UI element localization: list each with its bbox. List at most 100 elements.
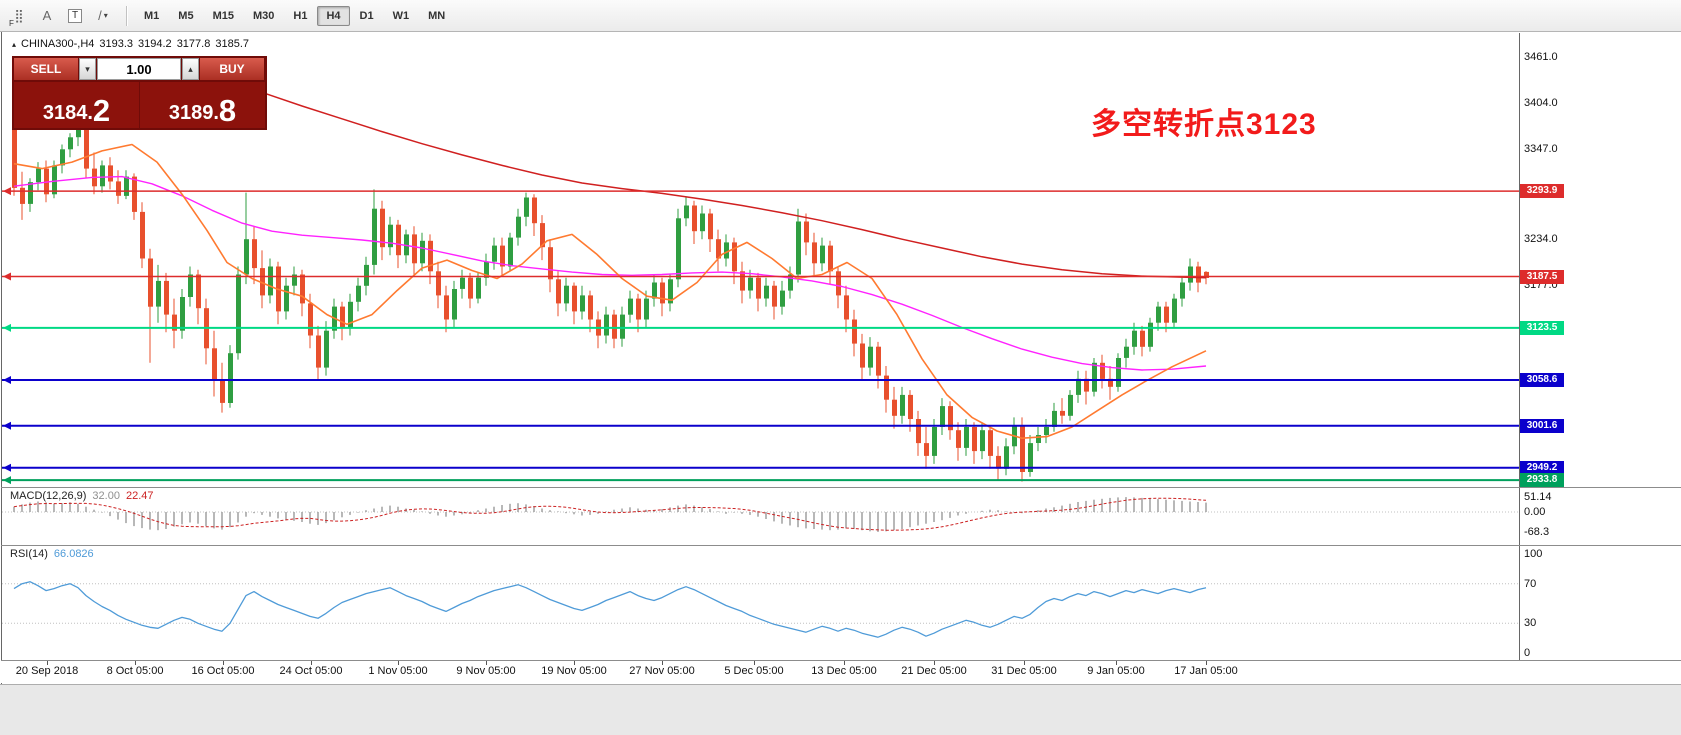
line-style-icon[interactable]: / ▾ [98, 8, 108, 23]
time-axis-tick [1206, 661, 1207, 665]
sell-price[interactable]: 3184. 2 [14, 82, 139, 128]
time-axis-label: 8 Oct 05:00 [106, 665, 164, 677]
macd-signal-value: 22.47 [125, 490, 154, 502]
macd-signal-line [13, 497, 1207, 531]
time-axis-tick [574, 661, 575, 665]
low-value: 3177.8 [176, 38, 211, 50]
time-axis-label: 9 Jan 05:00 [1087, 665, 1145, 677]
price-axis-label: 3347.0 [1524, 142, 1558, 155]
dots-grid-icon-sub-label: F [9, 18, 14, 28]
time-axis-tick [844, 661, 845, 665]
open-value: 3193.3 [99, 38, 134, 50]
time-axis-tick [662, 661, 663, 665]
rsi-indicator-canvas[interactable] [2, 546, 1519, 660]
panel-separator [1, 545, 1681, 546]
time-axis-label: 13 Dec 05:00 [811, 665, 877, 677]
price-line-badge: 2933.8 [1520, 473, 1564, 488]
time-axis-tick [754, 661, 755, 665]
candlestick-chart-canvas[interactable] [2, 33, 1519, 487]
toolbar-icon-group: ⣿ F A T / ▾ [6, 4, 118, 28]
price-line-badge: 3001.6 [1520, 418, 1564, 433]
timeframe-button-m5[interactable]: M5 [178, 9, 194, 22]
time-axis-label: 27 Nov 05:00 [629, 665, 695, 677]
time-axis [0, 661, 1681, 683]
rsi-name: RSI(14) [10, 548, 48, 560]
price-axis-label: 3234.0 [1524, 233, 1558, 246]
timeframe-button-m1[interactable]: M1 [144, 9, 160, 22]
price-line-badge: 3293.9 [1520, 184, 1564, 199]
symbol-label: CHINA300-,H4 [21, 38, 95, 50]
trade-prices-row: 3184. 2 3189. 8 [14, 82, 265, 128]
panel-separator [1, 487, 1681, 488]
timeframe-button-group: M1 M5 M15 M30 H1 H4 D1 W1 MN [135, 5, 455, 26]
rsi-axis-label: 0 [1524, 647, 1531, 659]
price-axis-label: 3404.0 [1524, 96, 1558, 109]
macd-axis-label: 0.00 [1524, 506, 1546, 518]
window-bottom-strip [0, 684, 1681, 735]
text-box-icon[interactable]: T [62, 4, 88, 28]
rsi-label: RSI(14) 66.0826 [10, 548, 100, 560]
volume-decrease-button[interactable]: ▾ [79, 58, 96, 80]
chart-left-border [1, 32, 2, 684]
macd-label: MACD(12,26,9) 32.00 22.47 [10, 490, 159, 502]
time-axis-label: 21 Dec 05:00 [901, 665, 967, 677]
one-click-trade-panel: SELL ▾ ▴ BUY 3184.2 3189.8 [12, 56, 267, 130]
timeframe-button-m15[interactable]: M15 [212, 9, 234, 22]
timeframe-button-h4[interactable]: H4 [317, 5, 350, 26]
time-axis-tick [135, 661, 136, 665]
time-axis-label: 17 Jan 05:00 [1174, 665, 1238, 677]
time-axis-label: 31 Dec 05:00 [991, 665, 1057, 677]
rsi-axis-label: 70 [1524, 577, 1537, 590]
time-axis-label: 16 Oct 05:00 [191, 665, 255, 677]
timeframe-button-h1[interactable]: H1 [293, 9, 308, 22]
rsi-axis-label: 100 [1524, 548, 1543, 560]
time-axis-tick [934, 661, 935, 665]
rsi-line [13, 581, 1207, 638]
candles-group [12, 104, 1209, 482]
time-axis-tick [1116, 661, 1117, 665]
panel-separator [1, 660, 1681, 661]
high-value: 3194.2 [138, 38, 172, 50]
macd-main-value: 32.00 [92, 490, 120, 502]
macd-indicator-canvas[interactable] [2, 488, 1519, 545]
chart-ohlc-header: ▴ CHINA300-,H4 3193.3 3194.2 3177.8 3185.7 [12, 38, 254, 50]
time-axis-label: 1 Nov 05:00 [368, 665, 428, 677]
buy-price-pip: 8 [218, 93, 237, 128]
close-value: 3185.7 [215, 38, 249, 50]
sell-price-main: 3184. [42, 102, 93, 124]
macd-axis-label: 51.14 [1524, 491, 1552, 503]
price-axis-border [1519, 33, 1520, 660]
volume-input[interactable] [97, 58, 181, 80]
time-axis-tick [223, 661, 224, 665]
buy-price[interactable]: 3189. 8 [140, 82, 265, 128]
sell-button[interactable]: SELL [14, 58, 78, 80]
time-axis-label: 5 Dec 05:00 [724, 665, 784, 677]
rsi-axis-label: 30 [1524, 617, 1537, 630]
time-axis-tick [398, 661, 399, 665]
time-axis-tick [311, 661, 312, 665]
chart-text-annotation: 多空转折点3123 [1091, 108, 1317, 141]
rsi-value: 66.0826 [53, 548, 94, 560]
horizontal-lines-group [2, 187, 1519, 485]
toolbar-separator [126, 5, 127, 26]
volume-increase-button[interactable]: ▴ [182, 58, 199, 80]
collapse-arrow-icon[interactable]: ▴ [12, 40, 17, 49]
dots-grid-icon[interactable]: ⣿ F [9, 8, 24, 28]
buy-price-main: 3189. [168, 102, 219, 124]
price-line-badge: 3058.6 [1520, 373, 1564, 387]
timeframe-button-mn[interactable]: MN [428, 9, 446, 22]
toolbar: ⣿ F A T / ▾ M1 M5 M15 M30 H1 H4 D1 W1 MN [0, 0, 1681, 32]
moving-averages-group [13, 92, 1207, 440]
time-axis-tick [486, 661, 487, 665]
timeframe-button-d1[interactable]: D1 [359, 9, 374, 22]
timeframe-button-m30[interactable]: M30 [252, 9, 275, 22]
macd-axis-label: -68.3 [1524, 526, 1550, 538]
timeframe-button-w1[interactable]: W1 [392, 9, 410, 22]
chevron-down-icon[interactable]: ▾ [103, 11, 108, 20]
time-axis-label: 9 Nov 05:00 [456, 665, 516, 677]
text-label-icon[interactable]: A [42, 8, 52, 23]
price-axis-label: 3461.0 [1524, 51, 1558, 63]
time-axis-label: 20 Sep 2018 [15, 665, 79, 677]
buy-button[interactable]: BUY [200, 58, 264, 80]
